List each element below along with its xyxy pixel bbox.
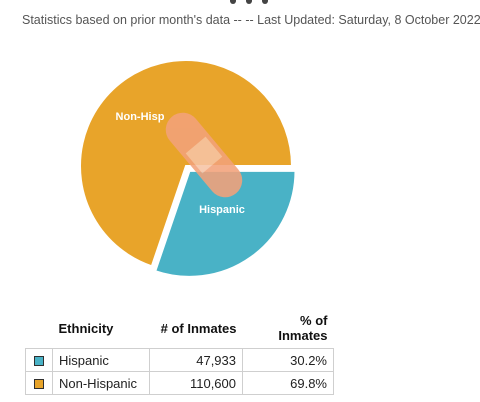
count-cell: 47,933 (149, 348, 243, 372)
ethnicity-table: Ethnicity # of Inmates % of Inmates Hisp… (25, 309, 334, 395)
header-swatch (26, 309, 53, 349)
clipped-title-fragment (0, 0, 480, 6)
update-subtitle: Statistics based on prior month's data -… (22, 13, 480, 27)
ethnicity-cell: Non-Hispanic (52, 371, 150, 395)
table-row: Non-Hispanic 110,600 69.8% (25, 371, 334, 395)
ethnicity-pie-chart: Hispanic Non-Hisp (79, 59, 297, 278)
swatch-cell (25, 348, 53, 372)
slice-label-0: Hispanic (199, 204, 245, 216)
non-hispanic-swatch (34, 379, 44, 390)
pie-slice-hispanic (153, 169, 297, 278)
ethnicity-cell: Hispanic (52, 348, 150, 372)
hispanic-swatch (34, 356, 44, 367)
pie-slice-non-hispanic (79, 59, 294, 268)
header-percent: % of Inmates (278, 313, 328, 343)
header-ethnicity: Ethnicity (58, 320, 114, 336)
table-header-row: Ethnicity # of Inmates % of Inmates (26, 309, 334, 349)
bandage-icon (165, 112, 243, 198)
swatch-cell (25, 371, 53, 395)
header-count: # of Inmates (160, 320, 237, 336)
slice-label-1: Non-Hisp (116, 111, 165, 123)
percent-cell: 30.2% (242, 348, 334, 372)
count-cell: 110,600 (149, 371, 243, 395)
table-row: Hispanic 47,933 30.2% (25, 348, 334, 372)
percent-cell: 69.8% (242, 371, 334, 395)
